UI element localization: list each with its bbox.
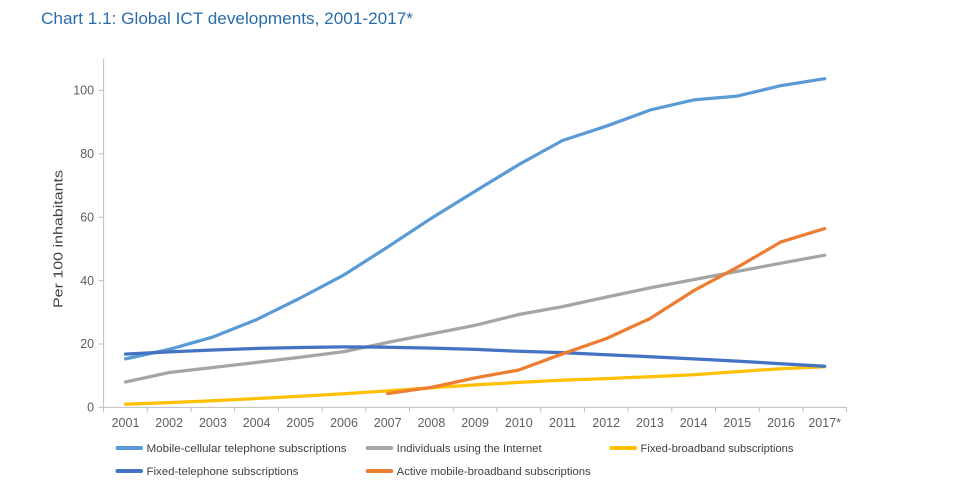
svg-text:2006: 2006 bbox=[330, 416, 358, 430]
svg-text:Mobile-cellular telephone subs: Mobile-cellular telephone subscriptions bbox=[147, 443, 348, 455]
svg-text:2004: 2004 bbox=[243, 416, 271, 430]
svg-text:60: 60 bbox=[80, 210, 94, 224]
svg-text:Active mobile-broadband subscr: Active mobile-broadband subscriptions bbox=[397, 466, 592, 478]
svg-text:2003: 2003 bbox=[199, 416, 227, 430]
svg-text:2001: 2001 bbox=[112, 416, 140, 430]
svg-text:2002: 2002 bbox=[155, 416, 183, 430]
svg-text:2005: 2005 bbox=[286, 416, 314, 430]
svg-text:2009: 2009 bbox=[461, 416, 489, 430]
svg-text:2007: 2007 bbox=[374, 416, 402, 430]
svg-text:2008: 2008 bbox=[417, 416, 445, 430]
svg-text:20: 20 bbox=[80, 337, 94, 351]
svg-text:2013: 2013 bbox=[636, 416, 664, 430]
svg-text:2011: 2011 bbox=[549, 416, 576, 430]
svg-text:80: 80 bbox=[80, 147, 94, 161]
svg-text:Individuals using the Internet: Individuals using the Internet bbox=[397, 443, 542, 455]
svg-text:2016: 2016 bbox=[767, 416, 795, 430]
svg-text:Fixed-telephone subscriptions: Fixed-telephone subscriptions bbox=[147, 466, 300, 478]
svg-text:Per 100 inhabitants: Per 100 inhabitants bbox=[51, 169, 66, 308]
svg-text:2012: 2012 bbox=[592, 416, 620, 430]
svg-text:2010: 2010 bbox=[505, 416, 533, 430]
svg-text:2017*: 2017* bbox=[808, 416, 841, 430]
svg-text:100: 100 bbox=[73, 84, 94, 98]
svg-text:40: 40 bbox=[80, 274, 94, 288]
svg-text:Chart 1.1: Global ICT developm: Chart 1.1: Global ICT developments, 2001… bbox=[41, 9, 413, 28]
svg-text:Fixed-broadband subscriptions: Fixed-broadband subscriptions bbox=[641, 443, 795, 455]
svg-text:2014: 2014 bbox=[680, 416, 708, 430]
svg-text:2015: 2015 bbox=[723, 416, 751, 430]
svg-text:0: 0 bbox=[87, 401, 94, 415]
